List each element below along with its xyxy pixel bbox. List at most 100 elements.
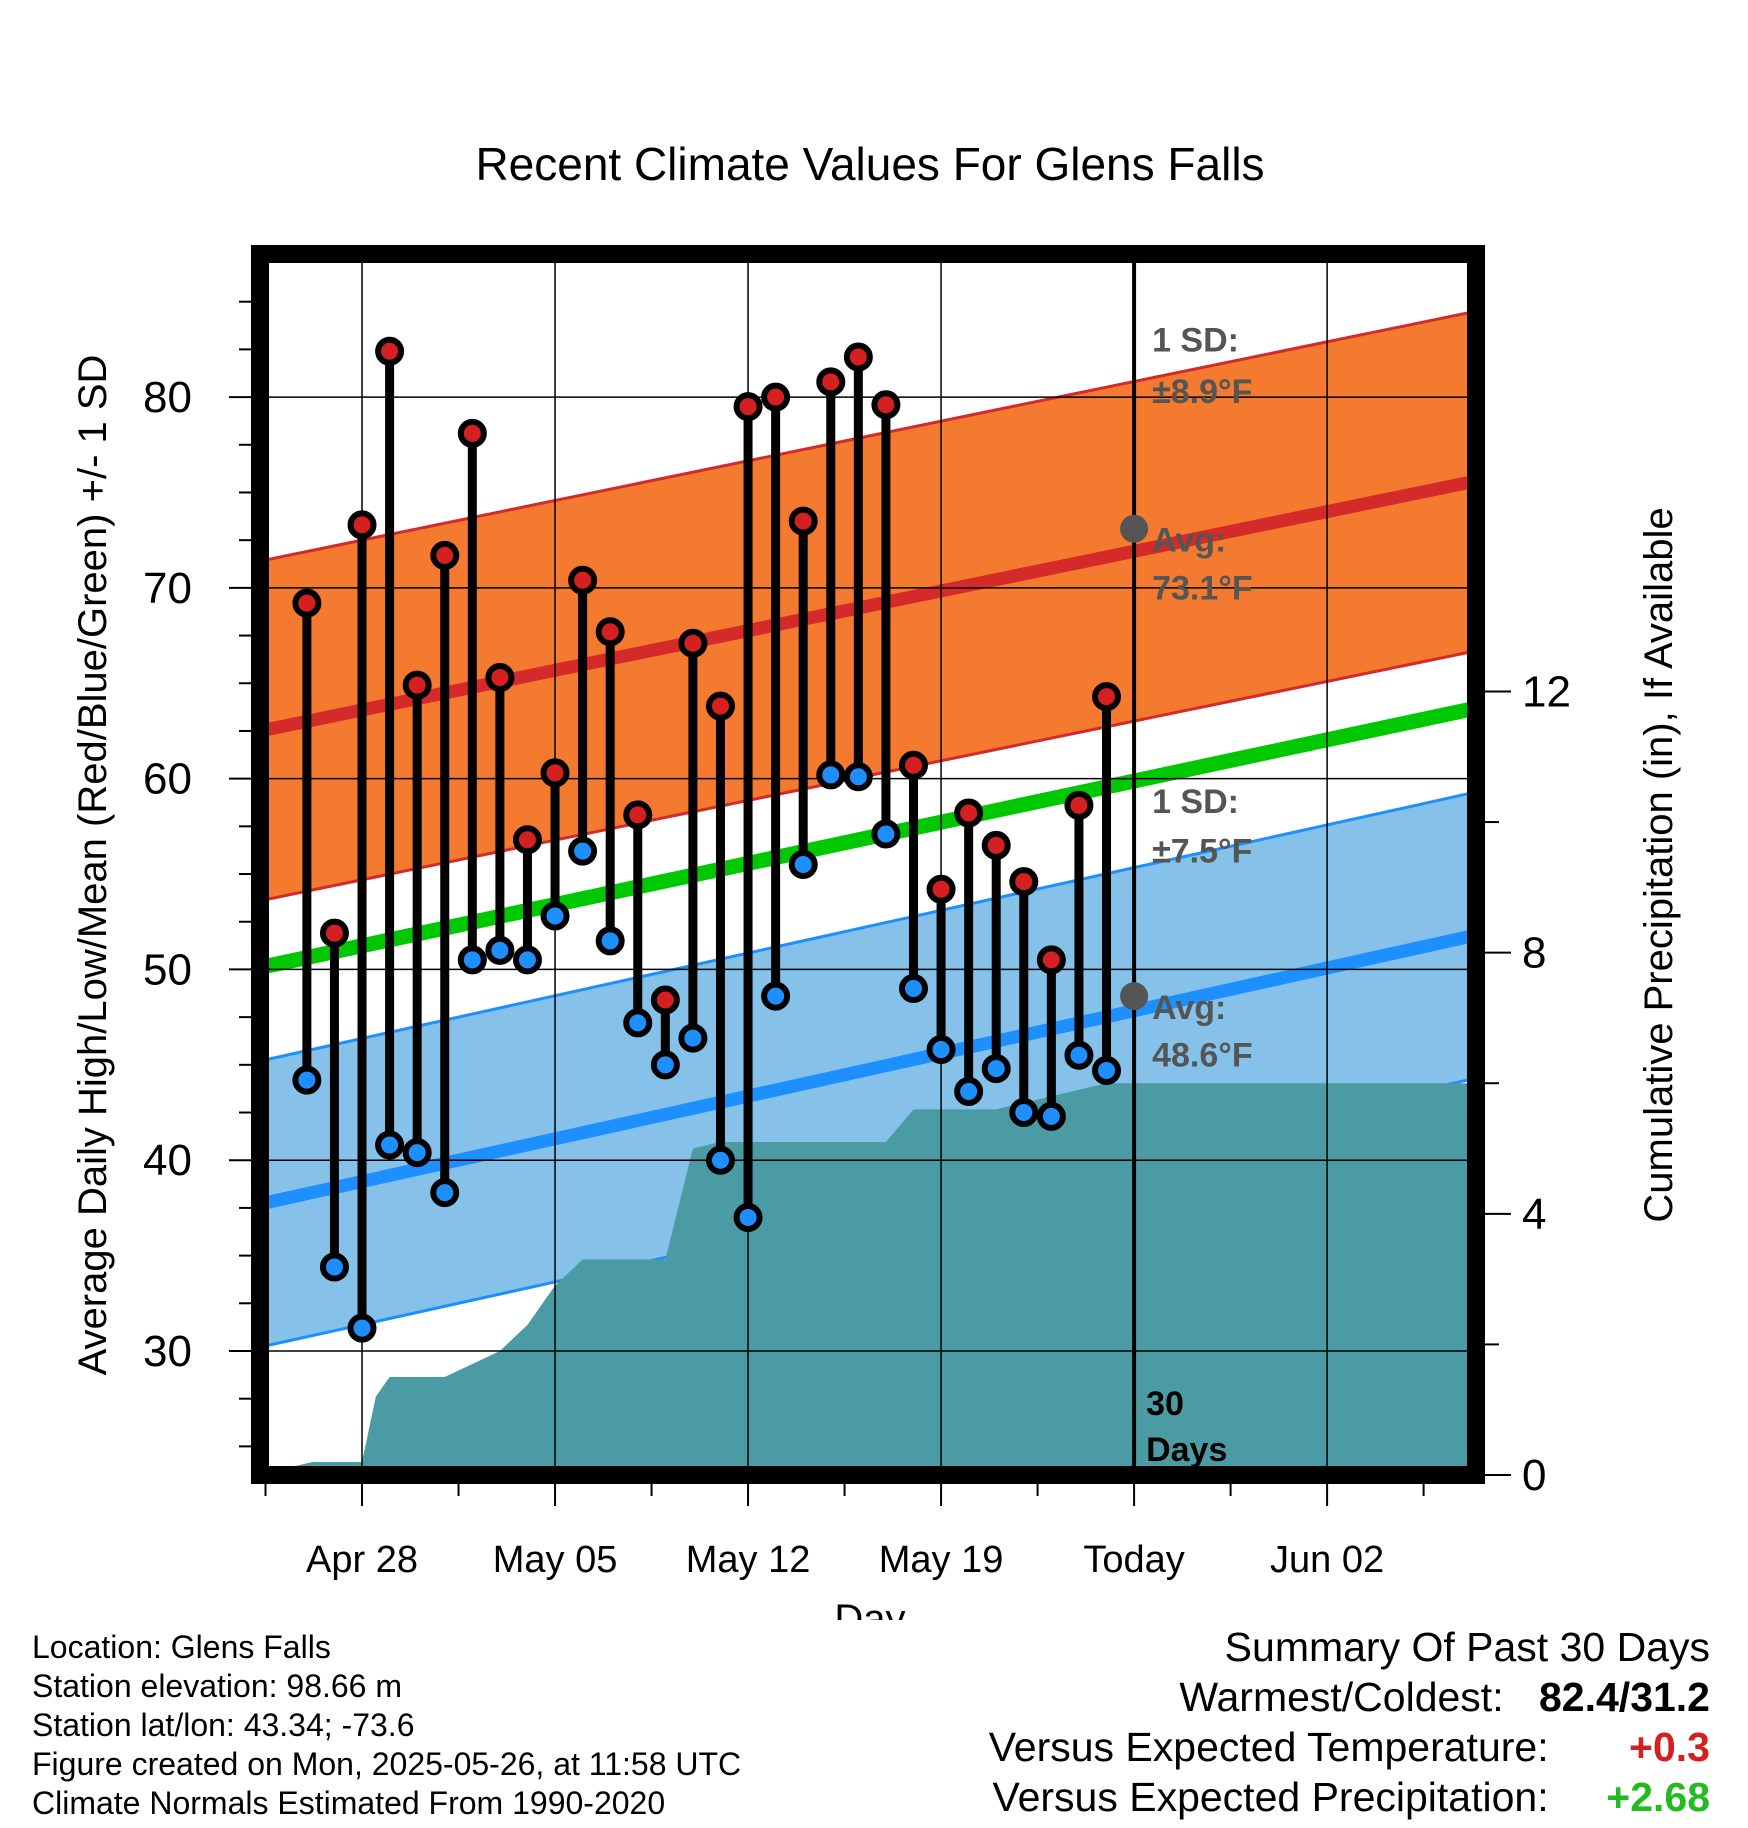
daily-low-marker [733,1202,763,1232]
daily-low-marker [1009,1098,1039,1128]
daily-low-marker [319,1252,349,1282]
daily-low-marker [650,1050,680,1080]
daily-low-marker [347,1313,377,1343]
daily-low-marker [512,945,542,975]
y2-tick-label: 12 [1522,667,1571,716]
y-tick-label: 30 [143,1327,192,1376]
plot-frame [251,245,1485,1484]
y-axis-label: Average Daily High/Low/Mean (Red/Blue/Gr… [71,355,115,1376]
daily-low-marker [954,1077,984,1107]
today-high-avg-marker [1120,514,1149,543]
high-sd-label: 1 SD: [1152,321,1239,359]
daily-high-marker [678,628,708,658]
daily-low-marker [788,850,818,879]
daily-high-marker [457,418,487,448]
daily-low-marker [568,836,598,866]
y-tick-label: 80 [143,373,192,422]
daily-high-marker [650,985,680,1015]
cumulative-precip-area [265,1083,1476,1475]
daily-low-marker [623,1008,653,1038]
daily-high-marker [402,670,432,700]
precip-label: Versus Expected Precipitation: [992,1774,1549,1820]
days-window-label: Days [1146,1431,1227,1469]
x-tick-label: May 12 [686,1539,811,1581]
daily-high-marker [981,830,1011,860]
daily-high-marker [430,540,460,570]
daily-high-marker [761,382,791,412]
created-text: Figure created on Mon, 2025-05-26, at 11… [32,1746,742,1782]
daily-low-marker [457,945,487,975]
daily-low-marker [926,1035,956,1065]
daily-high-marker [788,506,818,536]
low-avg-label: Avg: [1152,989,1226,1027]
y-tick-label: 70 [143,564,192,613]
high-avg-label: Avg: [1152,522,1226,560]
normals-text: Climate Normals Estimated From 1990-2020 [32,1785,666,1821]
location-text: Location: Glens Falls [32,1629,331,1665]
daily-high-marker [375,336,405,366]
today-low-avg-marker [1120,982,1149,1011]
daily-low-marker [430,1178,460,1208]
summary-precip-row: Versus Expected Precipitation: +2.68 [989,1772,1711,1822]
daily-low-marker [843,762,873,792]
summary-title: Summary Of Past 30 Days [1224,1624,1710,1670]
daily-high-marker [816,367,846,397]
climate-chart: 1 SD: ±8.9°F Avg: 73.1°F 1 SD: ±7.5°F Avg: 48.6… [71,138,1681,1620]
daily-low-marker [402,1138,432,1168]
station-info: Location: Glens Falls Station elevation:… [32,1628,741,1823]
normal-low-line [260,928,1476,1211]
normal-high-line [260,474,1476,738]
summary-warmest-row: Warmest/Coldest: 82.4/31.2 [989,1672,1710,1722]
daily-low-marker [981,1054,1011,1084]
daily-low-marker [678,1023,708,1053]
elevation-text: Station elevation: 98.66 m [32,1668,403,1704]
daily-high-marker [898,750,928,780]
daily-low-marker [761,981,791,1011]
daily-high-marker [871,390,901,420]
daily-high-marker [485,663,515,693]
daily-high-marker [623,800,653,830]
temp-value: +0.3 [1629,1724,1710,1770]
daily-high-marker [843,342,873,372]
daily-high-marker [1064,790,1094,820]
x-tick-label: Jun 02 [1270,1539,1384,1581]
x-tick-label: May 05 [493,1539,618,1581]
daily-low-marker [1064,1040,1094,1070]
chart-title: Recent Climate Values For Glens Falls [475,138,1264,190]
daily-low-marker [1036,1101,1066,1131]
low-sd-value: ±7.5°F [1152,833,1252,871]
daily-high-marker [1092,682,1122,712]
daily-high-marker [568,565,598,595]
daily-low-marker [705,1145,735,1175]
x-tick-label: Today [1083,1539,1184,1581]
high-avg-value: 73.1°F [1152,569,1253,607]
daily-high-marker [319,918,349,948]
daily-low-marker [540,901,570,931]
daily-high-marker [347,510,377,540]
daily-high-marker [512,825,542,855]
daily-low-marker [871,819,901,849]
x-tick-label: May 19 [879,1539,1004,1581]
plot-area: 1 SD: ±8.9°F Avg: 73.1°F 1 SD: ±7.5°F Avg: 48.6… [260,254,1476,1475]
high-sd-value: ±8.9°F [1152,373,1252,411]
normal-mean-line [260,700,1476,975]
precip-value: +2.68 [1606,1774,1710,1820]
high-sd-band-upper-edge [260,309,1476,563]
y-tick-label: 40 [143,1136,192,1185]
summary-panel: Summary Of Past 30 Days Warmest/Coldest:… [989,1622,1710,1822]
daily-high-marker [954,798,984,828]
daily-high-marker [733,392,763,422]
daily-high-marker [595,617,625,647]
daily-high-marker [926,874,956,904]
y2-tick-label: 0 [1522,1451,1546,1500]
daily-low-marker [595,926,625,956]
low-sd-label: 1 SD: [1152,783,1239,821]
daily-low-marker [375,1130,405,1160]
x-axis-label: Day [834,1597,905,1620]
low-sd-band-upper-edge [260,790,1476,1063]
daily-low-marker [485,935,515,965]
y2-axis-label: Cumulative Precipitation (in), If Availa… [1637,507,1681,1222]
daily-high-marker [1009,867,1039,897]
summary-temp-row: Versus Expected Temperature: +0.3 [989,1722,1710,1772]
y2-tick-label: 8 [1522,929,1546,978]
